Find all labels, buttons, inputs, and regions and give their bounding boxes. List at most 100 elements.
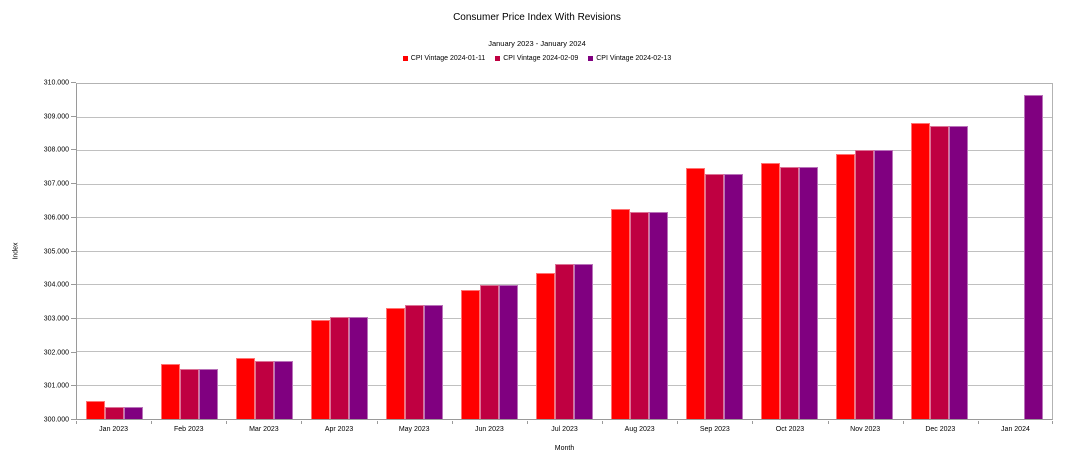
x-tick-mark	[977, 421, 979, 424]
bar	[855, 149, 874, 419]
bar	[86, 400, 105, 419]
x-tick-label: Jan 2024	[1001, 426, 1030, 433]
plot-area	[76, 83, 1053, 420]
y-tick-mark	[71, 149, 76, 151]
y-tick-label: 300.000	[43, 416, 69, 424]
bar	[405, 305, 424, 419]
y-tick-label: 302.000	[43, 349, 69, 357]
bar	[480, 284, 499, 419]
x-tick-label: Feb 2023	[173, 426, 204, 433]
bar	[930, 125, 949, 419]
gridline	[77, 250, 1052, 252]
x-tick-mark	[677, 421, 679, 424]
bar-group	[602, 84, 677, 419]
bar	[611, 208, 630, 419]
legend-label: CPI Vintage 2024-01-11	[410, 55, 486, 62]
legend: CPI Vintage 2024-01-11 CPI Vintage 2024-0…	[0, 55, 1074, 62]
x-tick-mark	[902, 421, 904, 424]
bar	[461, 289, 480, 419]
x-tick-mark	[752, 421, 754, 424]
x-tick-label: Mar 2023	[249, 426, 279, 433]
y-tick-mark	[71, 216, 76, 218]
bar	[161, 363, 180, 419]
y-tick-mark	[71, 284, 76, 286]
bar	[274, 360, 293, 419]
x-tick-mark	[151, 421, 153, 424]
x-tick-label: Dec 2023	[925, 426, 956, 433]
x-tick-label: Nov 2023	[850, 426, 881, 433]
bar	[424, 305, 443, 419]
x-axis-tick-marks	[76, 421, 1053, 425]
bar-group	[452, 84, 527, 419]
legend-item: CPI Vintage 2024-01-11	[402, 55, 486, 62]
gridline	[77, 217, 1052, 218]
bar	[499, 284, 518, 419]
bar	[536, 272, 555, 419]
x-tick-label: Sep 2023	[699, 426, 730, 433]
bar	[724, 174, 743, 419]
bar	[686, 168, 705, 419]
bar	[630, 211, 649, 419]
legend-swatch-icon	[495, 56, 501, 61]
x-tick-mark	[1052, 421, 1053, 424]
x-tick-label: Apr 2023	[324, 426, 354, 433]
y-tick-label: 306.000	[43, 214, 69, 222]
bar	[949, 125, 968, 419]
bar	[1024, 95, 1043, 419]
gridline	[77, 150, 1052, 151]
y-tick-mark	[71, 419, 76, 420]
x-tick-mark	[602, 421, 604, 424]
x-axis-title: Month	[554, 445, 575, 452]
bar	[330, 316, 349, 419]
bar	[911, 122, 930, 419]
bar-group	[227, 84, 302, 419]
bar-group	[302, 84, 377, 419]
bar	[105, 407, 124, 419]
x-tick-label: Jun 2023	[474, 426, 504, 433]
legend-swatch-icon	[588, 56, 594, 61]
bar	[780, 166, 799, 419]
bar	[124, 407, 143, 419]
y-tick-mark	[71, 82, 76, 83]
bar	[649, 211, 668, 419]
y-tick-mark	[71, 351, 76, 353]
bar-groups	[77, 84, 1052, 419]
bar	[836, 153, 855, 419]
x-tick-label: Oct 2023	[775, 426, 805, 433]
legend-item: CPI Vintage 2024-02-09	[495, 55, 578, 62]
bar-group	[77, 84, 152, 419]
x-tick-mark	[526, 421, 528, 424]
y-tick-mark	[71, 250, 76, 252]
y-axis-tick-marks	[71, 82, 76, 420]
bar	[180, 369, 199, 419]
gridline	[77, 116, 1052, 118]
bar-group	[152, 84, 227, 419]
x-axis-labels: Jan 2023 Feb 2023 Mar 2023 Apr 2023 May 2023…	[76, 426, 1053, 433]
x-tick-label: Jan 2023	[99, 426, 128, 433]
chart-title: Consumer Price Index With Revisions	[453, 12, 621, 23]
y-tick-label: 303.000	[43, 315, 69, 323]
bar-group	[377, 84, 452, 419]
bar-group	[677, 84, 752, 419]
bar	[574, 263, 593, 419]
x-tick-mark	[376, 421, 378, 424]
bar	[761, 162, 780, 419]
x-tick-mark	[451, 421, 453, 424]
bar	[386, 308, 405, 419]
y-tick-label: 307.000	[43, 180, 69, 188]
y-tick-label: 305.000	[43, 248, 69, 255]
y-tick-label: 310.000	[43, 79, 69, 87]
bar	[874, 149, 893, 419]
legend-swatch-icon	[402, 56, 408, 61]
bar	[255, 360, 274, 419]
x-tick-mark	[827, 421, 829, 424]
bar-group	[752, 84, 827, 419]
chart-subtitle: January 2023 - January 2024	[488, 39, 586, 48]
bar	[555, 263, 574, 419]
x-tick-label: Jul 2023	[551, 426, 578, 433]
x-tick-label: Aug 2023	[624, 426, 655, 433]
y-axis-labels: 300.000 301.000 302.000 303.000 304.000 305.0…	[0, 79, 69, 424]
gridline	[77, 183, 1052, 185]
y-tick-mark	[71, 317, 76, 319]
y-tick-mark	[71, 183, 76, 185]
